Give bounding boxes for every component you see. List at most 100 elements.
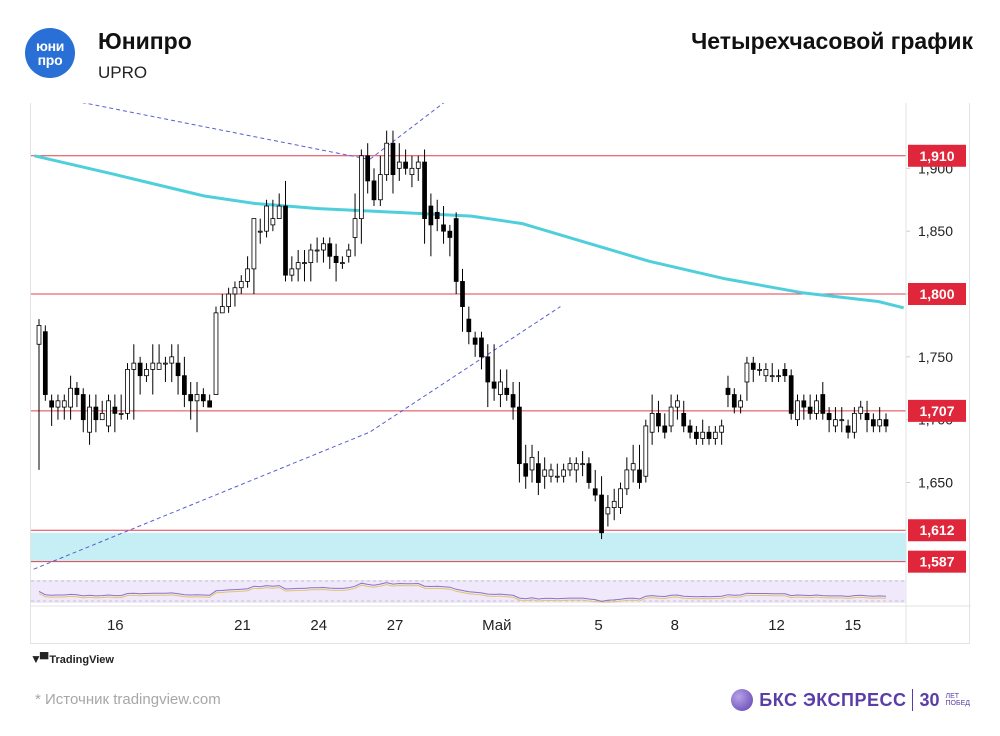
candle-body-125	[826, 412, 832, 421]
level-label-3: 1,612	[919, 522, 954, 538]
candle-body-117	[776, 375, 781, 378]
channel-lower-line	[33, 306, 561, 570]
brand-name: БКС ЭКСПРЕСС	[759, 689, 907, 710]
candle-body-84	[567, 463, 573, 471]
candle-body-119	[788, 375, 794, 414]
candle-body-51	[359, 155, 364, 220]
y-tick-label-2: 1,750	[918, 349, 953, 365]
candle-body-14	[125, 369, 130, 414]
y-tick-label-4: 1,850	[918, 223, 953, 239]
candle-body-66	[453, 218, 459, 282]
candle-body-134	[883, 419, 889, 427]
candle-body-32	[238, 281, 244, 289]
candle-body-50	[352, 218, 358, 238]
candle-body-0	[36, 325, 42, 345]
candle-body-20	[163, 362, 168, 365]
candle-body-18	[150, 362, 156, 370]
candle-body-101	[675, 400, 680, 408]
candle-body-102	[681, 412, 687, 427]
candle-body-115	[763, 369, 769, 377]
unipro-logo: юни про	[25, 28, 75, 78]
candle-body-57	[396, 161, 402, 169]
candle-body-104	[694, 431, 699, 439]
header: юни про Юнипро UPRO Четырехчасовой графи…	[0, 0, 1000, 100]
candle-body-17	[144, 369, 149, 377]
x-tick-label-0: 16	[107, 617, 124, 634]
candle-body-27	[207, 400, 213, 408]
candle-body-112	[744, 362, 750, 383]
candle-body-62	[428, 205, 434, 226]
candle-body-3	[55, 400, 61, 408]
candle-body-123	[814, 400, 819, 414]
x-tick-label-2: 24	[310, 617, 327, 634]
candle-body-129	[852, 412, 857, 433]
candle-body-124	[820, 394, 826, 414]
x-tick-label-8: 15	[845, 617, 862, 634]
candle-body-19	[156, 362, 162, 370]
candle-body-87	[586, 463, 592, 483]
candle-body-91	[611, 500, 617, 509]
source-note: * Источник tradingview.com	[35, 691, 221, 708]
candle-body-12	[112, 406, 118, 414]
candlestick-chart[interactable]: 1,6501,7001,7501,8001,8501,9001,9101,800…	[31, 103, 971, 644]
candle-body-46	[327, 243, 333, 257]
level-label-bg-4	[908, 550, 966, 573]
candle-body-9	[93, 406, 99, 421]
candle-body-126	[833, 419, 838, 427]
support-zone	[31, 532, 906, 562]
level-label-bg-3	[908, 519, 966, 542]
candle-body-53	[371, 180, 377, 201]
x-tick-label-5: 5	[594, 617, 602, 634]
candle-body-122	[807, 406, 813, 414]
candle-body-33	[245, 268, 250, 282]
candle-body-37	[270, 218, 276, 226]
brand-small-text: ЛЕТ ПОБЕД	[946, 693, 970, 707]
x-tick-label-4: Май	[482, 617, 511, 634]
level-label-4: 1,587	[919, 554, 954, 570]
candle-body-68	[466, 318, 472, 333]
brand-years: 30	[919, 689, 940, 710]
candle-body-45	[321, 243, 326, 251]
brand-small-1: ЛЕТ	[945, 693, 960, 700]
candle-body-75	[510, 394, 516, 408]
logo-line-1: юни	[35, 38, 65, 54]
candle-body-61	[422, 161, 427, 220]
moving-average-line	[34, 154, 905, 310]
level-label-bg-0	[908, 144, 966, 167]
chart-card: 1,6501,7001,7501,8001,8501,9001,9101,800…	[30, 103, 971, 644]
candle-body-76	[517, 406, 522, 465]
candle-body-98	[656, 412, 661, 427]
tradingview-text: TradingView	[49, 654, 114, 666]
x-tick-label-6: 8	[671, 617, 679, 634]
candle-body-49	[346, 249, 352, 257]
candle-body-24	[188, 394, 194, 402]
chart-title: Четырехчасовой график	[691, 28, 973, 54]
candle-body-78	[529, 456, 535, 471]
candle-body-60	[415, 161, 421, 169]
candle-body-31	[232, 287, 238, 295]
candle-body-28	[213, 312, 219, 395]
brand-divider	[912, 689, 914, 711]
level-label-bg-2	[908, 399, 966, 422]
candle-body-65	[447, 230, 453, 238]
candle-body-44	[314, 249, 320, 252]
candle-body-52	[365, 155, 371, 182]
candle-body-97	[649, 412, 655, 433]
rsi-line	[38, 582, 887, 602]
candle-body-99	[662, 425, 668, 433]
candle-body-35	[257, 230, 263, 233]
candle-body-77	[523, 463, 529, 477]
candle-body-70	[479, 337, 484, 358]
candle-body-83	[561, 469, 566, 477]
candle-body-81	[548, 469, 554, 477]
candle-body-59	[409, 167, 415, 176]
candle-body-1	[42, 331, 48, 395]
candle-body-30	[226, 293, 231, 307]
candle-body-67	[460, 281, 465, 307]
candle-body-121	[801, 400, 807, 408]
tradingview-icon: ▼▀	[30, 652, 48, 666]
candle-body-96	[643, 425, 649, 477]
tradingview-logo: ▼▀ TradingView	[30, 652, 114, 666]
y-tick-label-0: 1,650	[918, 474, 953, 490]
candle-body-63	[434, 211, 440, 220]
